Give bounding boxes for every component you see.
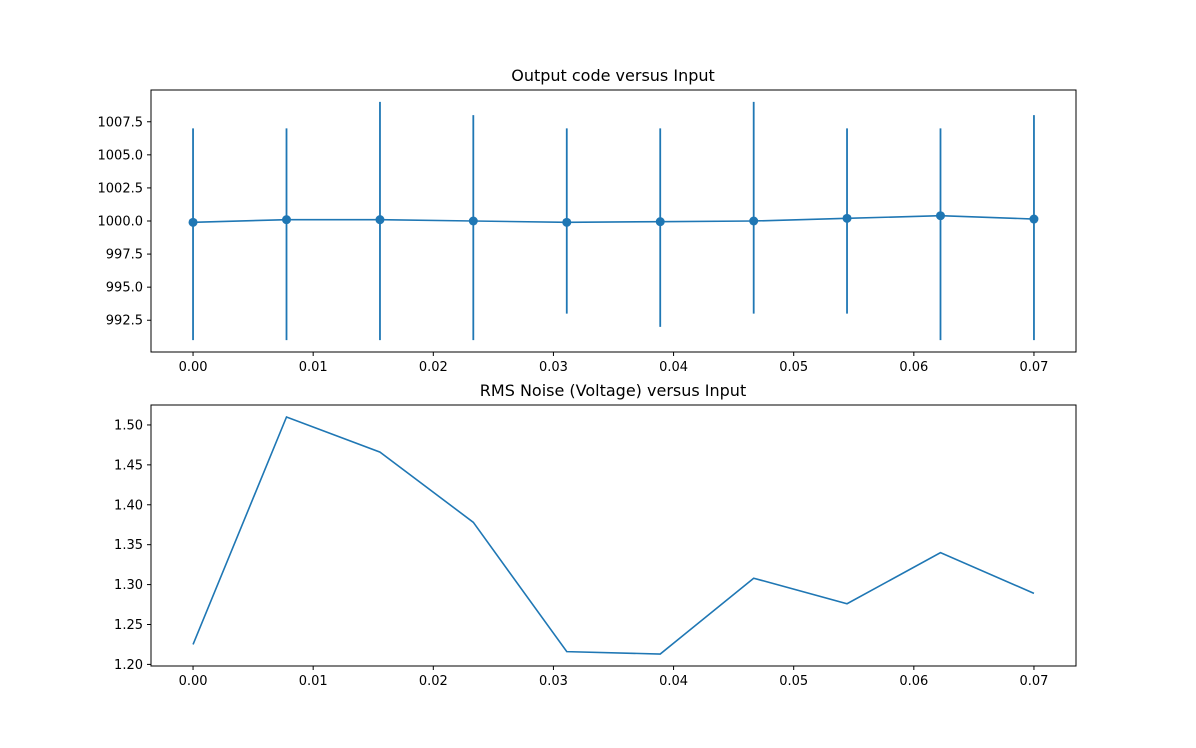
output-code-y-tick-label: 1005.0 [98,148,144,163]
rms-noise-y-axis: 1.20 1.25 1.30 1.35 1.40 1.45 1.50 [114,418,151,673]
output-code-data-point [282,215,292,225]
output-code-chart-title: Output code versus Input [511,66,715,85]
rms-noise-y-tick-label: 1.35 [114,538,143,553]
rms-noise-y-tick-label: 1.30 [114,578,143,593]
output-code-y-tick-label: 1000.0 [98,215,144,230]
output-code-y-axis: 992.5 995.0 997.5 1000.0 1002.5 1005.0 1007.5 [98,115,151,329]
output-code-x-tick-label: 0.01 [299,360,328,375]
output-code-data-point [655,217,665,227]
output-code-series [188,101,1039,341]
output-code-series-line [193,214,1034,224]
output-code-x-tick-label: 0.02 [419,360,448,375]
rms-noise-x-tick-label: 0.00 [179,674,208,689]
rms-noise-plot-frame [150,404,1077,667]
output-code-subplot: Output code versus Input 0.00 0.01 0.02 0.0… [98,66,1077,375]
output-code-data-point [749,216,759,226]
rms-noise-x-axis: 0.00 0.01 0.02 0.03 0.04 0.05 0.06 0.07 [179,666,1048,689]
output-code-x-tick-label: 0.03 [539,360,568,375]
rms-noise-x-tick-label: 0.05 [779,674,808,689]
output-code-data-point [842,213,852,223]
rms-noise-x-tick-label: 0.03 [539,674,568,689]
rms-noise-x-tick-label: 0.02 [419,674,448,689]
rms-noise-chart-title: RMS Noise (Voltage) versus Input [480,381,746,400]
output-code-x-tick-label: 0.06 [899,360,928,375]
rms-noise-y-tick-label: 1.20 [114,658,143,673]
output-code-x-tick-label: 0.07 [1019,360,1048,375]
output-code-data-point [1029,214,1039,224]
output-code-data-point [375,215,385,225]
output-code-plot-frame [150,89,1077,353]
output-code-data-point [935,211,945,221]
output-code-data-point [562,217,572,227]
output-code-x-tick-label: 0.00 [179,360,208,375]
rms-noise-x-tick-label: 0.06 [899,674,928,689]
output-code-x-tick-label: 0.05 [779,360,808,375]
rms-noise-y-tick-label: 1.50 [114,418,143,433]
rms-noise-x-tick-label: 0.04 [659,674,688,689]
rms-noise-series-line [192,415,1035,655]
output-code-y-tick-label: 992.5 [106,314,143,329]
output-code-x-tick-label: 0.04 [659,360,688,375]
output-code-y-tick-label: 995.0 [106,281,143,296]
output-code-y-tick-label: 997.5 [106,248,143,263]
output-code-data-point [188,217,198,227]
rms-noise-series [192,415,1035,655]
output-code-y-tick-label: 1007.5 [98,115,144,130]
rms-noise-subplot: RMS Noise (Voltage) versus Input 0.00 0.0… [114,381,1077,689]
output-code-x-axis: 0.00 0.01 0.02 0.03 0.04 0.05 0.06 0.07 [179,352,1048,375]
rms-noise-y-tick-label: 1.45 [114,458,143,473]
output-code-y-tick-label: 1002.5 [98,181,144,196]
rms-noise-x-tick-label: 0.01 [299,674,328,689]
rms-noise-y-tick-label: 1.25 [114,618,143,633]
rms-noise-x-tick-label: 0.07 [1019,674,1048,689]
rms-noise-y-tick-label: 1.40 [114,498,143,513]
output-code-data-point [468,216,478,226]
